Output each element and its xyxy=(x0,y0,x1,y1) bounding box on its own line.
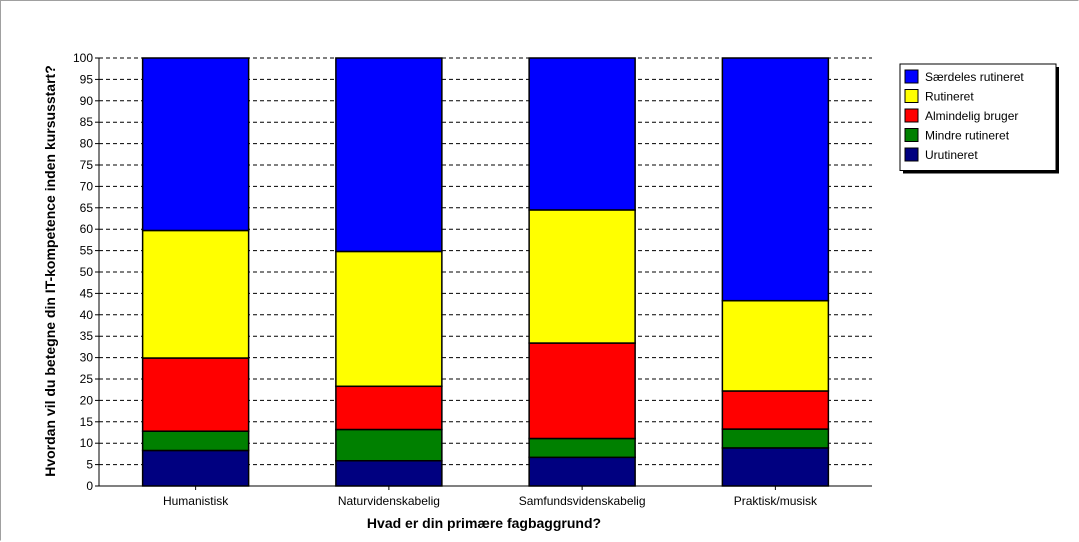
legend-swatch xyxy=(904,128,919,142)
y-tick-label: 0 xyxy=(86,479,93,493)
y-tick-label: 50 xyxy=(80,265,94,279)
y-tick-label: 20 xyxy=(80,393,94,407)
x-tick-label: Humanistisk xyxy=(163,494,229,508)
y-tick-label: 25 xyxy=(80,372,94,386)
y-tick-label: 55 xyxy=(80,244,94,258)
y-tick-label: 45 xyxy=(80,286,94,300)
y-tick-label: 15 xyxy=(80,415,94,429)
bar-segment xyxy=(141,449,250,487)
y-axis-title: Hvordan vil du betegne din IT-kompetence… xyxy=(42,65,58,477)
legend-label: Almindelig bruger xyxy=(925,109,1018,123)
legend-swatch xyxy=(904,147,919,162)
legend-label: Urutineret xyxy=(925,148,978,162)
bar-segment xyxy=(528,57,636,211)
legend-label: Rutineret xyxy=(925,90,974,104)
bar-segment xyxy=(141,430,250,452)
y-tick-label: 85 xyxy=(80,115,94,129)
bar-segment xyxy=(721,57,830,302)
bar-segment xyxy=(721,390,830,430)
bar-segment xyxy=(141,57,250,232)
bar-segment xyxy=(335,57,443,253)
y-tick-label: 60 xyxy=(80,222,94,236)
y-tick-label: 30 xyxy=(80,351,94,365)
bar-segment xyxy=(335,459,443,487)
legend-swatch xyxy=(904,108,919,123)
bar-segment xyxy=(335,428,443,462)
legend-swatch xyxy=(904,69,919,84)
bar-segment xyxy=(528,342,636,440)
bar-segment xyxy=(721,447,830,487)
bar-segment xyxy=(141,229,250,359)
y-tick-label: 80 xyxy=(80,137,94,151)
bar-segment xyxy=(721,428,830,449)
y-tick-label: 10 xyxy=(80,436,94,450)
y-tick-label: 75 xyxy=(80,158,94,172)
bar-segment xyxy=(528,209,636,344)
bar-segment xyxy=(335,385,443,431)
y-tick-label: 90 xyxy=(80,94,94,108)
x-axis-title: Hvad er din primære fagbaggrund? xyxy=(367,515,601,531)
y-tick-label: 35 xyxy=(80,329,94,343)
y-tick-label: 70 xyxy=(80,179,94,193)
bar-segment xyxy=(141,357,250,432)
y-tick-label: 100 xyxy=(73,51,93,65)
bar-segment xyxy=(721,299,830,392)
y-tick-label: 40 xyxy=(80,308,94,322)
x-tick-label: Samfundsvidenskabelig xyxy=(519,494,646,508)
bar-segment xyxy=(335,250,443,388)
y-tick-label: 95 xyxy=(80,72,94,86)
bar-segment xyxy=(528,437,636,459)
legend-label: Mindre rutineret xyxy=(925,129,1010,143)
y-tick-label: 5 xyxy=(86,458,93,472)
bar-segment xyxy=(528,456,636,487)
legend-swatch xyxy=(904,89,919,103)
y-tick-label: 65 xyxy=(80,201,94,215)
legend-box xyxy=(899,63,1057,171)
x-tick-label: Praktisk/musisk xyxy=(734,494,818,508)
x-tick-label: Naturvidenskabelig xyxy=(338,494,440,508)
legend: Særdeles rutineret Rutineret Almindelig br… xyxy=(899,63,1059,174)
legend-label: Særdeles rutineret xyxy=(925,70,1024,84)
